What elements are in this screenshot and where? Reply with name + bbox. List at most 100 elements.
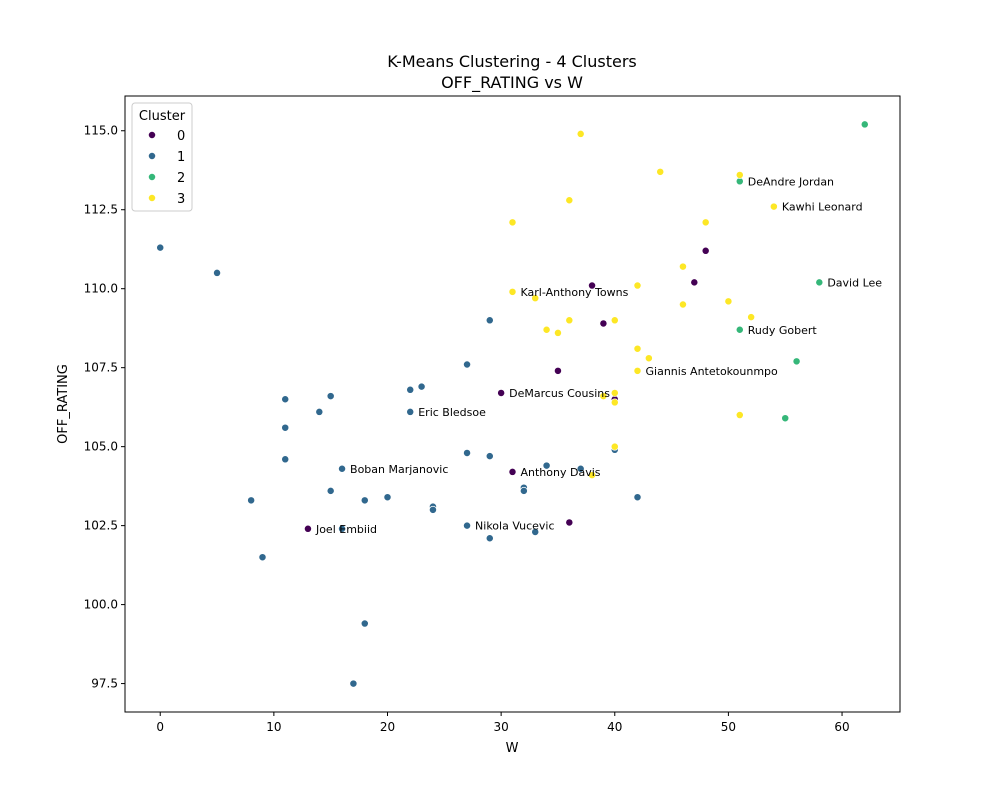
cluster-1-point — [360, 619, 369, 628]
cluster-1-point — [406, 385, 415, 394]
y-tick-label: 112.5 — [84, 203, 118, 217]
x-tick-label: 50 — [721, 720, 736, 734]
cluster-1-point — [349, 679, 358, 688]
player-annotation: Rudy Gobert — [748, 324, 818, 337]
chart-subtitle: OFF_RATING vs W — [441, 73, 583, 93]
cluster-1-point — [281, 455, 290, 464]
cluster-3-point — [724, 297, 733, 306]
cluster-2-point — [815, 278, 824, 287]
cluster-1-point — [429, 505, 437, 514]
x-tick-label: 30 — [493, 720, 508, 734]
cluster-3-point — [599, 392, 608, 401]
cluster-3-point — [531, 294, 540, 303]
legend-box — [131, 102, 193, 212]
chart-title: K-Means Clustering - 4 Clusters — [387, 52, 636, 71]
cluster-1-point — [213, 268, 221, 277]
player-annotation: Boban Marjanovic — [350, 463, 448, 476]
cluster-1-point — [417, 382, 426, 391]
cluster-3-point — [747, 313, 756, 322]
cluster-3-point — [565, 196, 574, 205]
y-tick-label: 107.5 — [84, 361, 118, 375]
cluster-1-point — [315, 407, 324, 416]
legend-marker — [148, 131, 156, 139]
cluster-1-point — [326, 486, 335, 495]
cluster-1-point — [338, 524, 346, 533]
cluster-1-point — [156, 243, 165, 252]
x-tick-label: 40 — [607, 720, 622, 734]
legend-label: 0 — [177, 129, 185, 144]
cluster-1-point — [463, 360, 471, 369]
cluster-3-point — [588, 471, 596, 480]
cluster-1-point — [247, 496, 256, 505]
cluster-1-point — [633, 493, 642, 502]
cluster-3-point — [576, 129, 585, 138]
player-annotation: David Lee — [827, 276, 882, 289]
player-annotation: Eric Bledsoe — [418, 406, 486, 419]
cluster-3-point — [565, 316, 574, 325]
cluster-1-point — [542, 461, 551, 470]
y-tick-label: 110.0 — [84, 282, 118, 296]
player-annotation: DeMarcus Cousins — [509, 387, 610, 400]
x-tick-label: 60 — [834, 720, 849, 734]
y-tick-label: 100.0 — [84, 598, 118, 612]
cluster-1-point — [326, 392, 335, 401]
axis-ticks: 0 10 20 30 40 50 6097.5100.0102.5105.0107.5110… — [84, 124, 850, 734]
y-tick-label: 105.0 — [84, 440, 118, 454]
cluster-3-point — [508, 218, 517, 227]
cluster-0-point — [304, 524, 312, 533]
cluster-1-point — [519, 486, 528, 495]
cluster-2-point — [735, 325, 744, 334]
player-annotation: Giannis Antetokounmpo — [646, 365, 779, 378]
legend-marker — [148, 152, 156, 160]
legend-label: 3 — [177, 192, 185, 207]
cluster-3-point — [701, 218, 710, 227]
cluster-1-point — [406, 407, 415, 416]
y-tick-label: 102.5 — [84, 519, 118, 533]
cluster-3-point — [633, 366, 642, 375]
cluster-3-point — [656, 167, 665, 176]
cluster-1-point — [485, 452, 494, 461]
cluster-0-point — [497, 388, 506, 397]
y-axis-label: OFF_RATING — [56, 364, 71, 444]
x-tick-label: 20 — [380, 720, 395, 734]
player-annotation: Joel Embiid — [315, 523, 377, 536]
cluster-1-point — [281, 395, 290, 404]
cluster-3-point — [610, 442, 619, 451]
cluster-0-point — [588, 281, 596, 290]
cluster-1-point — [576, 464, 585, 473]
cluster-1-point — [281, 423, 290, 432]
cluster-3-point — [610, 316, 619, 325]
cluster-0-point — [701, 246, 710, 255]
legend-title: Cluster — [139, 109, 186, 124]
data-points — [156, 120, 869, 688]
cluster-3-point — [633, 281, 642, 290]
cluster-0-point — [565, 518, 574, 527]
legend-label: 2 — [177, 171, 185, 186]
cluster-1-point — [338, 464, 346, 473]
cluster-1-point — [485, 534, 494, 543]
cluster-3-point — [610, 388, 619, 397]
cluster-3-point — [679, 262, 687, 271]
player-annotation: DeAndre Jordan — [748, 175, 834, 188]
cluster-1-point — [463, 449, 471, 457]
legend-marker — [148, 194, 156, 202]
legend-marker — [148, 173, 156, 181]
plot-frame — [124, 95, 901, 713]
cluster-2-point — [781, 414, 790, 423]
cluster-3-point — [679, 300, 687, 309]
cluster-1-point — [485, 316, 494, 325]
cluster-0-point — [599, 319, 608, 328]
point-annotations: DeAndre Jordan Kawhi Leonard David Lee Karl… — [315, 175, 882, 535]
cluster-3-point — [769, 202, 778, 211]
x-tick-label: 0 — [156, 720, 164, 734]
cluster-3-point — [633, 344, 642, 353]
cluster-1-point — [383, 493, 392, 502]
cluster-2-point — [860, 120, 869, 129]
player-annotation: Nikola Vucevic — [475, 520, 554, 533]
cluster-1-point — [360, 496, 369, 505]
x-tick-label: 10 — [266, 720, 281, 734]
cluster-3-point — [610, 398, 619, 407]
y-tick-label: 115.0 — [84, 124, 118, 138]
player-annotation: Anthony Davis — [521, 466, 601, 479]
cluster-1-point — [463, 521, 471, 530]
